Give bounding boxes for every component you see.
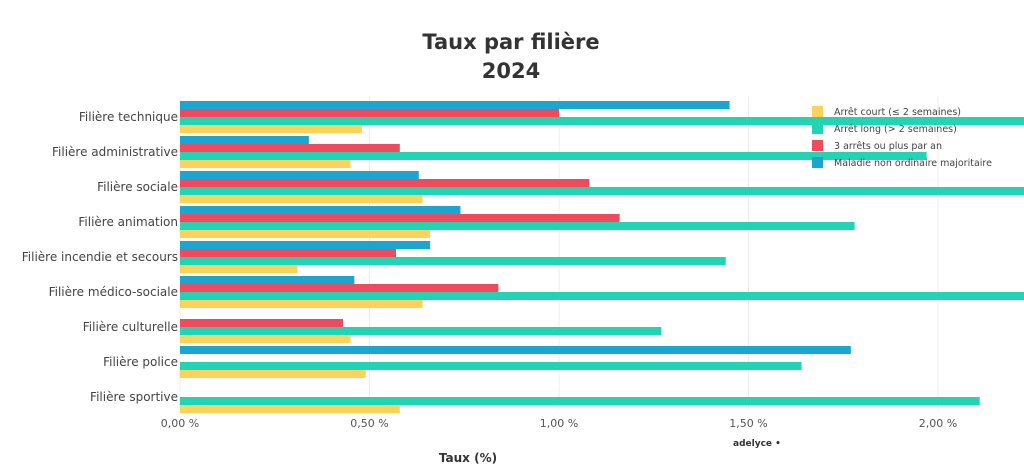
legend-label[interactable]: Arrêt court (≤ 2 semaines): [834, 107, 961, 118]
chart-title: Taux par filière: [422, 30, 599, 54]
x-tick-label: 0,50 %: [350, 417, 388, 430]
bar[interactable]: [180, 249, 397, 257]
bar[interactable]: [180, 230, 431, 238]
chart-subtitle: 2024: [482, 59, 540, 83]
bar[interactable]: [180, 319, 343, 327]
bar[interactable]: [180, 222, 855, 230]
category-label: Filière technique: [79, 110, 178, 124]
category-labels: Filière technique Filière administrative F…: [22, 110, 178, 404]
bar[interactable]: [180, 346, 851, 354]
category-label: Filière animation: [78, 215, 178, 229]
bar[interactable]: [180, 397, 980, 405]
legend-swatch[interactable]: [812, 106, 823, 117]
brand-label: adelyce •: [733, 439, 781, 449]
x-tick-label: 2,00 %: [919, 417, 957, 430]
category-label: Filière médico-sociale: [49, 285, 178, 299]
bars: [180, 101, 1024, 413]
x-tick-label: 0,00 %: [161, 417, 199, 430]
bar[interactable]: [180, 160, 351, 168]
category-label: Filière police: [103, 355, 178, 369]
bar[interactable]: [180, 335, 351, 343]
x-tick-label: 1,50 %: [729, 417, 767, 430]
bar[interactable]: [180, 125, 362, 133]
bar[interactable]: [180, 284, 499, 292]
bar[interactable]: [180, 179, 590, 187]
bar[interactable]: [180, 206, 461, 214]
bar[interactable]: [180, 362, 802, 370]
category-label: Filière sociale: [97, 180, 178, 194]
legend-swatch[interactable]: [812, 140, 823, 151]
x-tick-label: 1,00 %: [540, 417, 578, 430]
bar[interactable]: [180, 370, 366, 378]
bar[interactable]: [180, 187, 1024, 195]
bar[interactable]: [180, 327, 662, 335]
bar[interactable]: [180, 171, 419, 179]
legend[interactable]: Arrêt court (≤ 2 semaines) Arrêt long (> …: [812, 106, 992, 169]
category-label: Filière culturelle: [83, 320, 178, 334]
legend-label[interactable]: Maladie non ordinaire majoritaire: [834, 158, 992, 169]
bar[interactable]: [180, 257, 726, 265]
bar[interactable]: [180, 241, 431, 249]
bar[interactable]: [180, 144, 400, 152]
legend-label[interactable]: 3 arrêts ou plus par an: [834, 141, 942, 152]
bar[interactable]: [180, 300, 423, 308]
bar[interactable]: [180, 101, 730, 109]
x-tick-labels: 0,00 %0,50 %1,00 %1,50 %2,00 %2,50 %3,00…: [161, 417, 957, 430]
legend-label[interactable]: Arrêt long (> 2 semaines): [834, 124, 957, 135]
bar[interactable]: [180, 276, 355, 284]
bar[interactable]: [180, 152, 927, 160]
bar[interactable]: [180, 117, 1024, 125]
bar[interactable]: [180, 292, 1024, 300]
bar[interactable]: [180, 195, 423, 203]
bar[interactable]: [180, 265, 298, 273]
category-label: Filière incendie et secours: [22, 250, 178, 264]
category-label: Filière sportive: [90, 390, 178, 404]
category-label: Filière administrative: [52, 145, 178, 159]
bar[interactable]: [180, 136, 309, 144]
x-axis-title: Taux (%): [439, 451, 497, 465]
bar[interactable]: [180, 109, 559, 117]
bar[interactable]: [180, 214, 620, 222]
legend-swatch[interactable]: [812, 123, 823, 134]
legend-swatch[interactable]: [812, 157, 823, 168]
bar[interactable]: [180, 405, 400, 413]
